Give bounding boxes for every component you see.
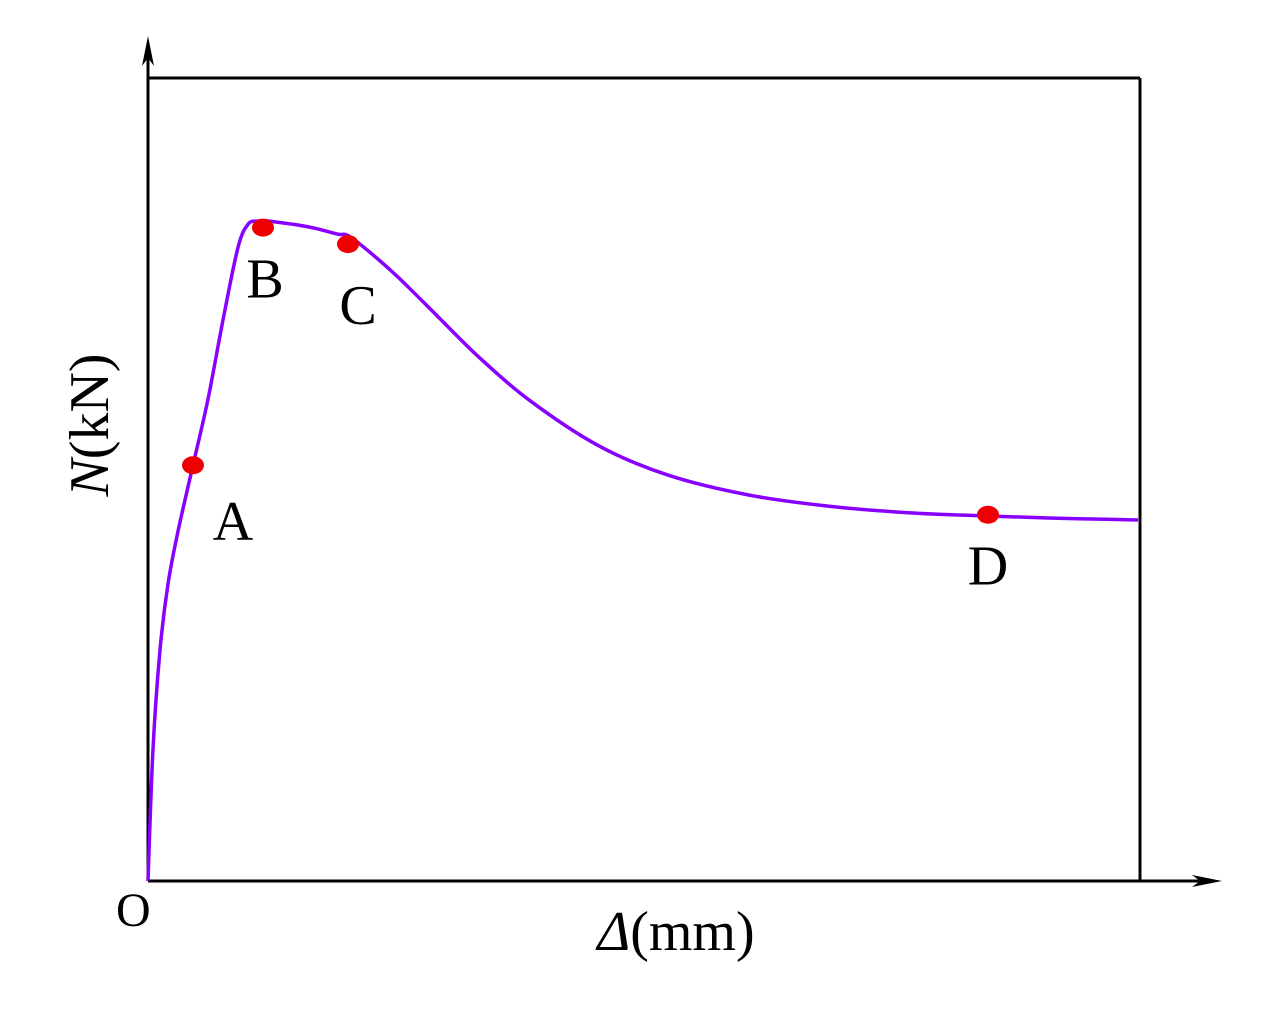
points-layer: A B C D [182, 218, 1008, 598]
point-c [337, 235, 359, 254]
point-b [252, 218, 274, 237]
curve-layer [146, 218, 1139, 882]
series-line-0 [146, 218, 1139, 882]
x-axis-label: Δ(mm) [595, 901, 754, 963]
point-a [182, 456, 204, 475]
y-axis-unit: (kN) [59, 353, 121, 459]
origin-label: O [116, 884, 151, 937]
y-axis-arrow [142, 36, 154, 66]
x-axis-arrow [1192, 875, 1222, 887]
point-label-b: B [246, 249, 283, 311]
x-axis-unit: (mm) [630, 901, 754, 963]
y-axis-label: N(kN) [59, 353, 121, 497]
point-label-d: D [968, 536, 1008, 598]
x-axis-symbol: Δ [595, 901, 630, 963]
point-label-a: A [213, 491, 254, 553]
labels-layer: O Δ(mm) N(kN) [59, 353, 755, 963]
point-d [977, 505, 999, 524]
point-label-c: C [339, 275, 376, 337]
y-axis-symbol: N [59, 457, 121, 498]
plot-frame [142, 36, 1222, 887]
